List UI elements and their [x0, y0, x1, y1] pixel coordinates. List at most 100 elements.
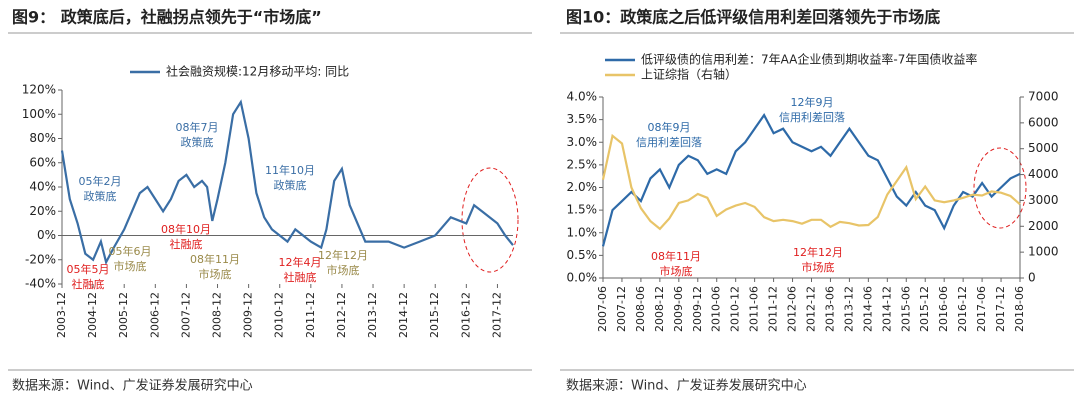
x-tick-label: 2015-12	[918, 286, 931, 332]
annotation: 12年12月	[318, 248, 368, 262]
annotation: 市场底	[199, 267, 232, 281]
y2-tick-label: 7000	[1028, 90, 1059, 104]
y-tick-label: 0.0%	[567, 271, 598, 285]
annotation: 05年2月	[79, 174, 122, 188]
annotation: 05年5月	[67, 262, 110, 276]
annotation: 08年10月	[161, 222, 211, 236]
y-tick-label: 0%	[37, 228, 56, 242]
y-tick-label: 40%	[29, 180, 56, 194]
series-line	[60, 99, 514, 266]
legend-label: 上证综指（右轴）	[641, 67, 737, 82]
annotation: 政策底	[84, 189, 117, 203]
annotation: 08年11月	[190, 252, 240, 266]
y-tick-label: -40%	[25, 277, 56, 291]
x-tick-label: 2015-06	[899, 286, 912, 332]
annotation: 市场底	[660, 264, 693, 278]
x-tick-label: 2011-12	[767, 286, 780, 332]
annotation: 政策底	[274, 178, 307, 192]
chart-title: 图10：政策底之后低评级信用利差回落领先于市场底	[566, 8, 940, 27]
x-tick-label: 2010-12	[729, 286, 742, 332]
x-tick-label: 2014-12	[880, 286, 893, 332]
x-tick-label: 2008-12	[211, 292, 224, 338]
annotation: 市场底	[327, 263, 360, 277]
y2-tick-label: 4000	[1028, 167, 1059, 181]
annotation: 市场底	[802, 260, 835, 274]
x-tick-label: 2008-12	[653, 286, 666, 332]
y2-tick-label: 1000	[1028, 245, 1059, 259]
x-tick-label: 2012-12	[335, 292, 348, 338]
x-tick-label: 2015-12	[428, 292, 441, 338]
x-tick-label: 2016-12	[459, 292, 472, 338]
y-tick-label: 2.0%	[567, 180, 598, 194]
x-tick-label: 2016-06	[937, 286, 950, 332]
x-tick-label: 2016-12	[956, 286, 969, 332]
x-tick-label: 2017-12	[994, 286, 1007, 332]
annotation: 12年12月	[793, 245, 843, 259]
x-tick-label: 2017-06	[975, 286, 988, 332]
x-tick-label: 2009-12	[242, 292, 255, 338]
highlight-ellipse	[973, 147, 1027, 229]
x-tick-label: 2009-06	[672, 286, 685, 332]
x-tick-label: 2012-12	[805, 286, 818, 332]
x-tick-label: 2007-12	[179, 292, 192, 338]
y2-tick-label: 6000	[1028, 115, 1059, 129]
x-tick-label: 2007-12	[615, 286, 628, 332]
y-tick-label: 0.5%	[567, 248, 598, 262]
series-line	[601, 112, 1021, 247]
x-tick-label: 2010-12	[273, 292, 286, 338]
x-tick-label: 2008-06	[634, 286, 647, 332]
y-tick-label: 1.5%	[567, 203, 598, 217]
y-tick-label: 1.0%	[567, 225, 598, 239]
x-tick-label: 2012-06	[786, 286, 799, 332]
x-tick-label: 2006-12	[148, 292, 161, 338]
y-tick-label: 3.0%	[567, 135, 598, 149]
y-tick-label: 100%	[22, 107, 56, 121]
x-tick-label: 2013-12	[366, 292, 379, 338]
y-tick-label: 80%	[29, 131, 56, 145]
x-tick-label: 2009-12	[691, 286, 704, 332]
y-tick-label: 2.5%	[567, 157, 598, 171]
y-tick-label: 120%	[22, 83, 56, 97]
legend-label: 社会融资规模:12月移动平均: 同比	[166, 64, 349, 79]
y-tick-label: 4.0%	[567, 90, 598, 104]
annotation: 12年4月	[279, 255, 322, 269]
source: 数据来源：Wind、广发证券发展研究中心	[566, 378, 807, 394]
x-tick-label: 2017-12	[490, 292, 503, 338]
annotation: 12年9月	[791, 95, 834, 109]
legend-label: 低评级债的信用利差：7年AA企业债到期收益率-7年国债收益率	[641, 52, 977, 67]
annotation: 信用利差回落	[779, 110, 845, 124]
y-tick-label: 60%	[29, 155, 56, 169]
x-tick-label: 2011-06	[748, 286, 761, 332]
x-tick-label: 2013-12	[842, 286, 855, 332]
y2-tick-label: 5000	[1028, 141, 1059, 155]
annotation: 社融底	[170, 237, 203, 251]
x-tick-label: 2014-12	[397, 292, 410, 338]
annotation: 市场底	[114, 259, 147, 273]
annotation: 08年9月	[648, 120, 691, 134]
annotation: 08年11月	[651, 249, 701, 263]
x-tick-label: 2018-06	[1013, 286, 1026, 332]
annotation: 社融底	[72, 277, 105, 291]
y-tick-label: 20%	[29, 204, 56, 218]
annotation: 05年6月	[109, 244, 152, 258]
chart-title: 图9： 政策底后，社融拐点领先于“市场底”	[12, 8, 322, 27]
annotation: 08年7月	[176, 120, 219, 134]
x-tick-label: 2007-06	[596, 286, 609, 332]
annotation: 信用利差回落	[636, 135, 702, 149]
annotation: 政策底	[181, 135, 214, 149]
y2-tick-label: 2000	[1028, 219, 1059, 233]
x-tick-label: 2014-06	[861, 286, 874, 332]
x-tick-label: 2013-06	[823, 286, 836, 332]
x-tick-label: 2011-12	[304, 292, 317, 338]
x-tick-label: 2003-12	[55, 292, 68, 338]
source: 数据来源：Wind、广发证券发展研究中心	[12, 378, 253, 394]
x-tick-label: 2010-06	[710, 286, 723, 332]
x-tick-label: 2005-12	[117, 292, 130, 338]
series-line	[601, 133, 1021, 231]
y2-tick-label: 0	[1028, 271, 1036, 285]
highlight-ellipse	[461, 167, 519, 273]
annotation: 社融底	[284, 270, 317, 284]
x-tick-label: 2004-12	[86, 292, 99, 338]
y-tick-label: -20%	[25, 252, 56, 266]
